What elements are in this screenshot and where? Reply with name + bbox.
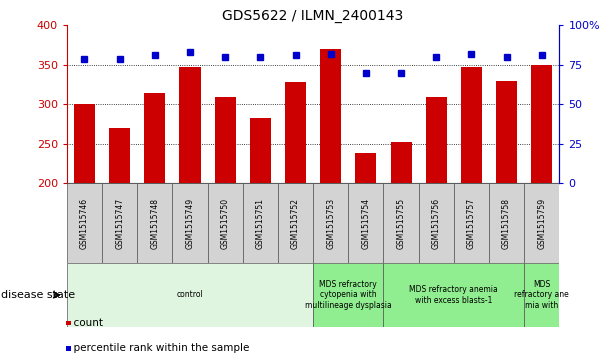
Text: GSM1515746: GSM1515746 [80, 198, 89, 249]
Text: control: control [177, 290, 203, 299]
Bar [524, 183, 559, 263]
Text: MDS refractory
cytopenia with
multilineage dysplasia: MDS refractory cytopenia with multilinea… [305, 280, 392, 310]
Text: GSM1515757: GSM1515757 [467, 198, 476, 249]
Bar [426, 97, 447, 183]
Bar [355, 153, 376, 183]
Text: GSM1515751: GSM1515751 [256, 198, 265, 249]
Text: GSM1515750: GSM1515750 [221, 198, 230, 249]
Bar [384, 183, 419, 263]
Bar [419, 183, 454, 263]
Text: MDS
refractory ane
mia with: MDS refractory ane mia with [514, 280, 569, 310]
Text: GSM1515756: GSM1515756 [432, 198, 441, 249]
Bar [461, 67, 482, 183]
Bar [524, 263, 559, 327]
Bar [285, 82, 306, 183]
Bar [207, 183, 243, 263]
Bar [102, 183, 137, 263]
Bar [320, 49, 341, 183]
Text: percentile rank within the sample: percentile rank within the sample [67, 343, 249, 354]
Text: MDS refractory anemia
with excess blasts-1: MDS refractory anemia with excess blasts… [409, 285, 498, 305]
Text: GSM1515752: GSM1515752 [291, 198, 300, 249]
Bar [173, 183, 207, 263]
Text: GSM1515748: GSM1515748 [150, 198, 159, 249]
Bar [390, 142, 412, 183]
Text: GSM1515747: GSM1515747 [115, 198, 124, 249]
Bar [67, 183, 102, 263]
Text: GSM1515759: GSM1515759 [537, 198, 546, 249]
Bar [74, 104, 95, 183]
Bar [243, 183, 278, 263]
Text: disease state: disease state [1, 290, 75, 300]
Bar [109, 128, 130, 183]
Text: GSM1515753: GSM1515753 [326, 198, 335, 249]
Title: GDS5622 / ILMN_2400143: GDS5622 / ILMN_2400143 [223, 9, 404, 23]
Bar [531, 65, 552, 183]
Bar [313, 263, 384, 327]
Bar [489, 183, 524, 263]
Text: GSM1515755: GSM1515755 [396, 198, 406, 249]
Bar [454, 183, 489, 263]
Text: GSM1515754: GSM1515754 [361, 198, 370, 249]
Bar [348, 183, 384, 263]
Bar [137, 183, 173, 263]
Bar [215, 97, 236, 183]
Bar [384, 263, 524, 327]
Bar [250, 118, 271, 183]
Bar [67, 263, 313, 327]
Text: count: count [67, 318, 103, 328]
Text: GSM1515749: GSM1515749 [185, 198, 195, 249]
Bar [179, 67, 201, 183]
Text: GSM1515758: GSM1515758 [502, 198, 511, 249]
Bar [144, 93, 165, 183]
Bar [313, 183, 348, 263]
Bar [496, 81, 517, 183]
Bar [278, 183, 313, 263]
